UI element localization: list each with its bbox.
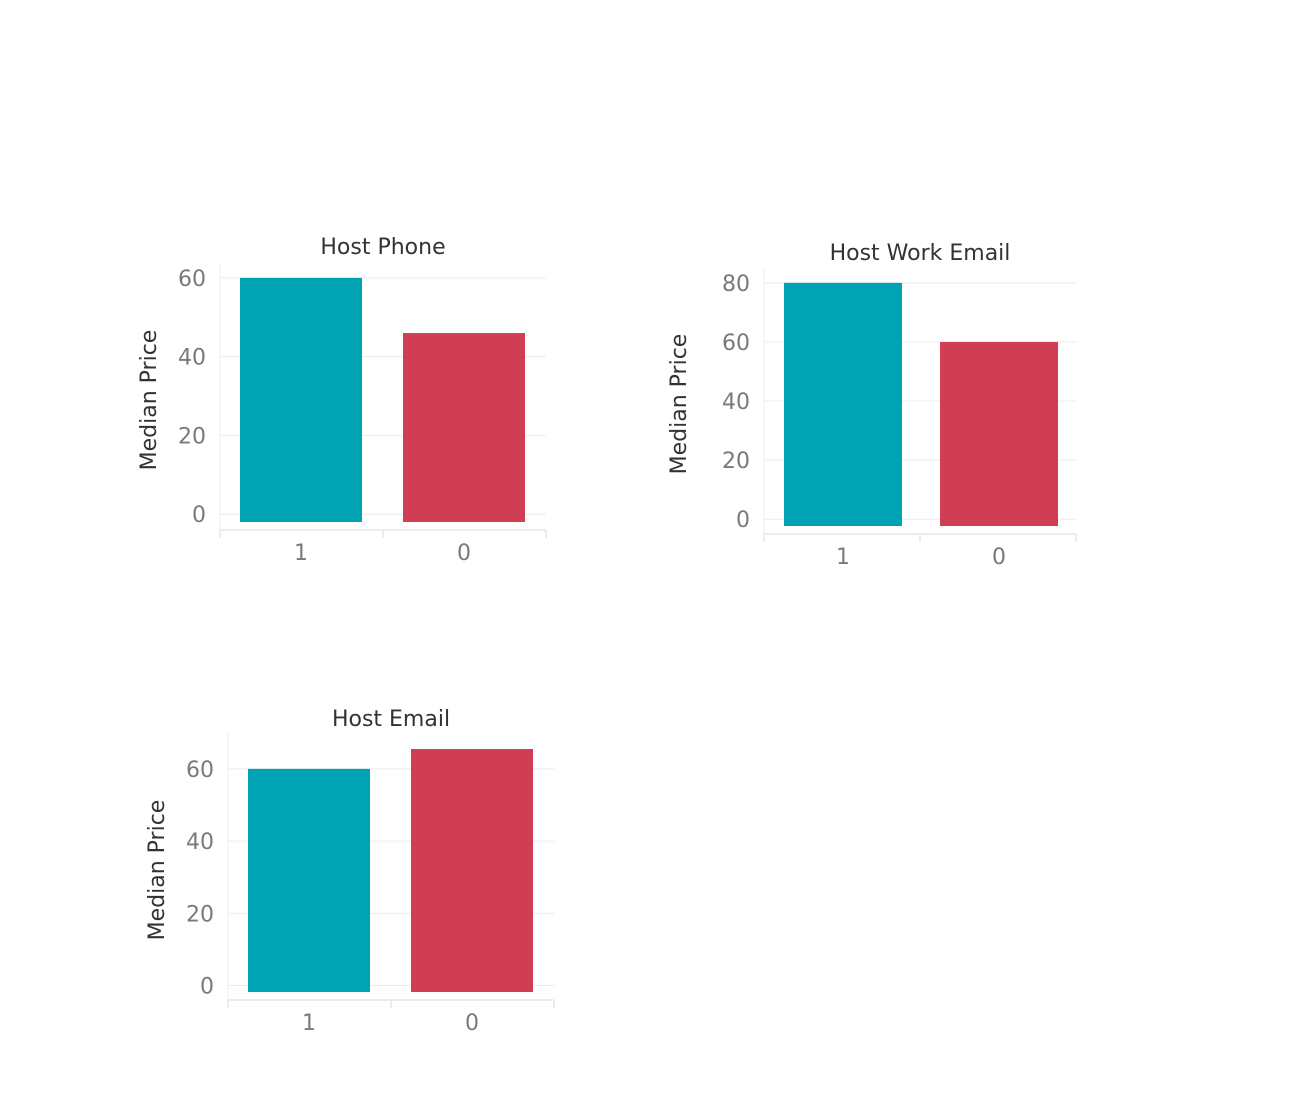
chart-title: Host Email xyxy=(332,707,450,732)
y-axis-label: Median Price xyxy=(137,330,162,471)
y-tick-label: 40 xyxy=(178,346,206,371)
x-tick-label: 1 xyxy=(836,545,850,570)
x-tick-label: 1 xyxy=(302,1011,316,1036)
y-tick-label: 80 xyxy=(722,272,750,297)
y-tick-label: 60 xyxy=(186,758,214,783)
y-tick-label: 20 xyxy=(178,424,206,449)
panel-host-phone: Host Phone Median Price 0 20 40 60 1 0 xyxy=(137,235,547,566)
y-tick-label: 20 xyxy=(186,902,214,927)
panel-host-work-email: Host Work Email Median Price 0 20 40 60 80 1 0 xyxy=(667,241,1077,570)
bar-1[interactable] xyxy=(240,277,362,522)
y-axis-label: Median Price xyxy=(667,334,692,475)
x-tick-label: 0 xyxy=(465,1011,479,1036)
bar-1[interactable] xyxy=(784,282,902,526)
chart-title: Host Phone xyxy=(320,235,445,260)
bar-0[interactable] xyxy=(411,749,533,992)
x-tick-label: 0 xyxy=(992,545,1006,570)
bar-1[interactable] xyxy=(248,768,370,992)
bar-0[interactable] xyxy=(940,341,1058,526)
panel-host-email: Host Email Median Price 0 20 40 60 1 0 xyxy=(145,707,555,1036)
y-tick-label: 60 xyxy=(722,331,750,356)
y-tick-label: 0 xyxy=(200,975,214,1000)
y-tick-label: 0 xyxy=(192,503,206,528)
y-tick-label: 0 xyxy=(736,508,750,533)
x-tick-label: 1 xyxy=(294,541,308,566)
y-tick-label: 40 xyxy=(186,830,214,855)
y-axis-label: Median Price xyxy=(145,800,170,941)
chart-title: Host Work Email xyxy=(830,241,1011,266)
y-tick-label: 40 xyxy=(722,390,750,415)
bar-0[interactable] xyxy=(403,333,525,522)
x-tick-label: 0 xyxy=(457,541,471,566)
y-tick-label: 20 xyxy=(722,449,750,474)
y-tick-label: 60 xyxy=(178,267,206,292)
